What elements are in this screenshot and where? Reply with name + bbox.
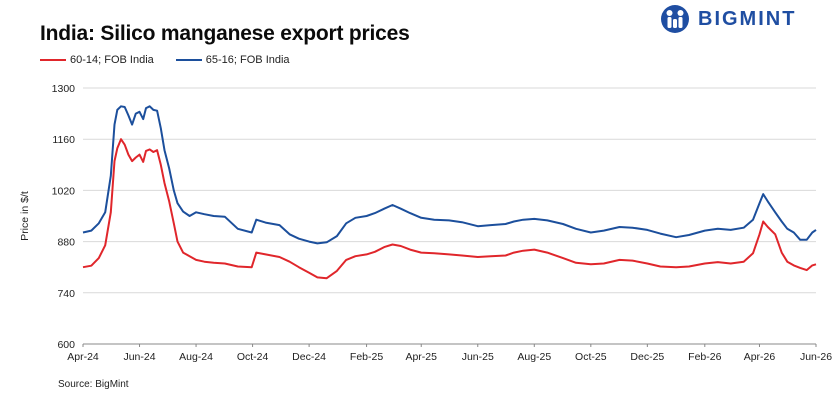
x-tick-label: Jun-26 xyxy=(800,351,832,363)
series-line-65-16 xyxy=(82,105,817,245)
x-tick-label: Dec-25 xyxy=(630,351,664,363)
legend-label-60-14: 60-14; FOB India xyxy=(70,54,154,66)
legend-label-65-16: 65-16; FOB India xyxy=(205,54,290,66)
x-tick-label: Feb-25 xyxy=(350,351,383,363)
y-tick-label: 1160 xyxy=(52,134,75,146)
x-tick-label: Apr-25 xyxy=(405,351,437,363)
chart-title: India: Silico manganese export prices xyxy=(40,22,410,45)
y-tick-label: 1020 xyxy=(52,185,76,197)
x-tick-label: Oct-24 xyxy=(237,351,269,363)
y-tick-label: 880 xyxy=(57,237,75,249)
brand-logo: BIGMINT xyxy=(660,4,796,34)
legend-swatch-60-14 xyxy=(40,59,66,61)
source-note: Source: BigMint xyxy=(58,379,129,390)
chart-legend: 60-14; FOB India 65-16; FOB India xyxy=(40,54,290,66)
y-tick-label: 740 xyxy=(57,288,75,300)
x-tick-label: Apr-24 xyxy=(67,351,99,363)
legend-item-60-14: 60-14; FOB India xyxy=(40,54,154,66)
y-tick-label: 1300 xyxy=(52,83,76,95)
x-tick-label: Apr-26 xyxy=(744,351,776,363)
legend-item-65-16: 65-16; FOB India xyxy=(175,54,290,66)
x-tick-label: Oct-25 xyxy=(575,351,607,363)
x-tick-label: Dec-24 xyxy=(292,351,326,363)
brand-name: BIGMINT xyxy=(698,7,797,30)
x-tick-label: Jun-24 xyxy=(123,351,155,363)
y-tick-label: 600 xyxy=(57,339,75,351)
legend-swatch-65-16 xyxy=(175,59,202,61)
bigmint-logo-icon xyxy=(661,5,689,33)
series-line-60-14 xyxy=(82,138,817,280)
x-tick-label: Jun-25 xyxy=(462,351,494,363)
x-tick-label: Aug-24 xyxy=(179,351,213,363)
y-axis-label: Price in $/t xyxy=(19,191,31,241)
x-tick-label: Aug-25 xyxy=(517,351,551,363)
x-tick-label: Feb-26 xyxy=(688,351,721,363)
